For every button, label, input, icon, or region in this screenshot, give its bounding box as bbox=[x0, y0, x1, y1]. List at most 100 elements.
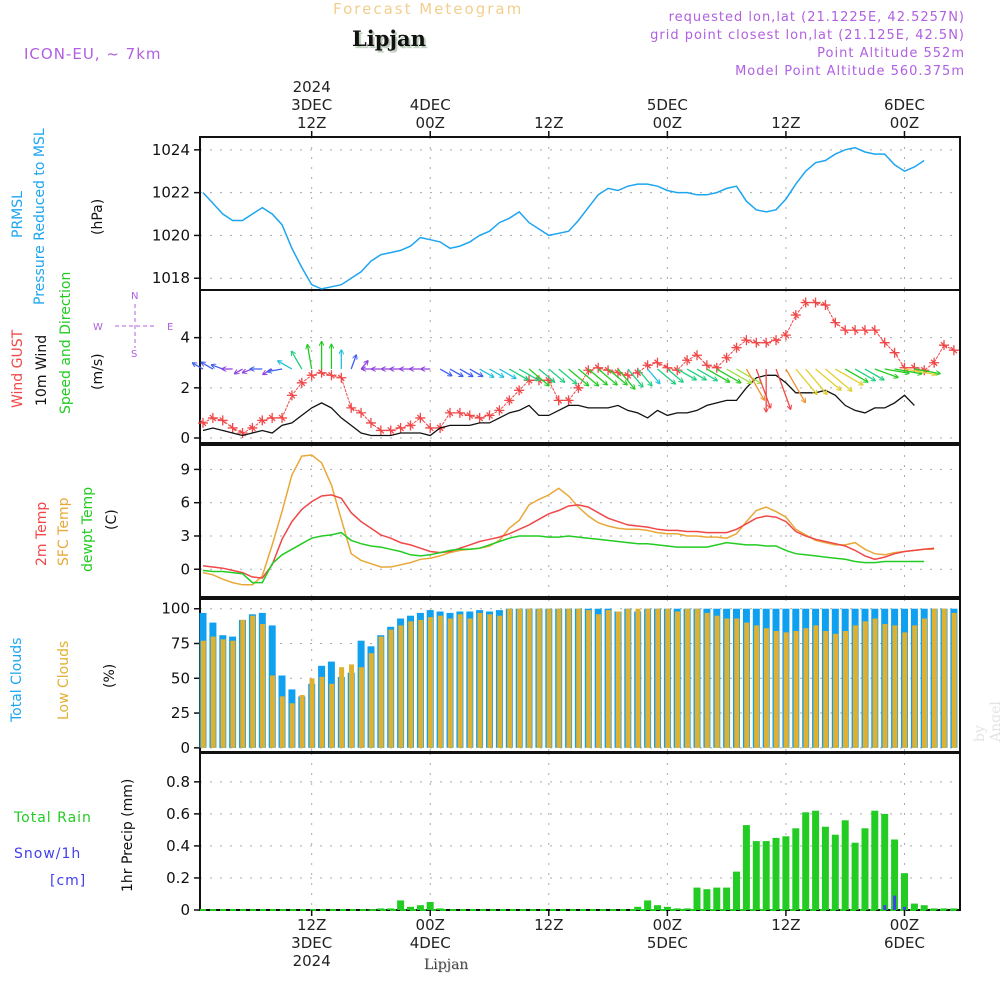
gust-marker bbox=[929, 357, 940, 368]
low-cloud-bar bbox=[368, 653, 374, 748]
wind-arrow bbox=[825, 368, 851, 391]
panel-wind: 0 2 4 bbox=[180, 289, 961, 447]
model-label: ICON-EU, ~ 7km bbox=[24, 45, 162, 63]
low-cloud-bar bbox=[605, 610, 611, 748]
x-tick-label-bottom: 12Z bbox=[771, 916, 800, 934]
x-tick-label-top: 12Z bbox=[297, 114, 326, 132]
rain-bar bbox=[831, 834, 839, 910]
rain-bar bbox=[802, 812, 810, 910]
gust-marker bbox=[830, 317, 841, 328]
wind-arrow bbox=[706, 368, 730, 382]
rain-bar bbox=[683, 908, 691, 910]
y-tick-label: 0.6 bbox=[166, 805, 190, 823]
low-cloud-bar bbox=[437, 615, 443, 748]
gust-marker bbox=[277, 412, 288, 423]
rain-bar bbox=[891, 839, 899, 910]
low-cloud-bar bbox=[764, 628, 769, 748]
low-cloud-bar bbox=[309, 678, 315, 748]
grid-point-coords: grid point closest lon,lat (21.125E, 42.… bbox=[650, 28, 965, 43]
gust-marker bbox=[800, 297, 811, 308]
low-cloud-bar bbox=[922, 618, 927, 748]
wind-arrow bbox=[716, 368, 741, 383]
low-cloud-bar bbox=[546, 608, 552, 748]
wind-arrow bbox=[192, 363, 204, 370]
rain-bar bbox=[673, 908, 681, 910]
rain-bar bbox=[851, 842, 859, 910]
rain-bar bbox=[654, 905, 661, 910]
x-tick-label-bottom: 12Z bbox=[297, 916, 326, 934]
wind-arrow bbox=[479, 368, 494, 377]
rain-bar bbox=[792, 828, 800, 910]
low-cloud-bar bbox=[596, 614, 601, 748]
x-tick-label-top: 12Z bbox=[771, 114, 800, 132]
wind-arrow bbox=[578, 368, 598, 386]
low-cloud-bar bbox=[477, 612, 483, 748]
rain-bar bbox=[742, 825, 750, 910]
gust-line bbox=[202, 302, 955, 434]
gust-marker bbox=[504, 395, 515, 406]
low-cloud-bar bbox=[566, 608, 572, 748]
low-cloud-bar bbox=[704, 612, 710, 748]
y-tick-label: 1020 bbox=[152, 226, 190, 244]
rain-bar bbox=[663, 906, 671, 910]
low-cloud-bar bbox=[645, 608, 651, 748]
wind-arrow bbox=[597, 368, 617, 385]
gust-marker bbox=[375, 425, 386, 436]
gust-marker bbox=[820, 300, 831, 311]
wind-arrow bbox=[508, 368, 528, 380]
low-cloud-bar bbox=[931, 608, 937, 748]
x-tick-label-bottom: 00Z bbox=[416, 916, 445, 934]
y-tick-label: 75 bbox=[171, 635, 190, 653]
wind-arrow bbox=[617, 368, 635, 389]
gust-marker bbox=[583, 365, 594, 376]
gust-marker bbox=[593, 362, 604, 373]
x-tick-label-bottom: 5DEC bbox=[647, 934, 688, 952]
low-cloud-bar bbox=[240, 619, 246, 748]
low-cloud-bar bbox=[260, 624, 266, 748]
wind-arrow bbox=[278, 361, 293, 370]
gust-marker bbox=[573, 382, 584, 393]
compass-e: E bbox=[167, 322, 173, 333]
y-tick-label: 4 bbox=[180, 329, 190, 347]
rain-bar bbox=[871, 810, 879, 910]
gust-marker bbox=[889, 347, 900, 358]
low-cloud-bar bbox=[556, 608, 562, 748]
rain-bar bbox=[436, 908, 444, 910]
low-cloud-bar bbox=[349, 664, 354, 748]
gust-marker bbox=[642, 360, 653, 371]
wind-arrow bbox=[538, 368, 555, 382]
wind-arrow bbox=[775, 368, 791, 409]
x-tick-label-top: 2024 bbox=[293, 78, 331, 96]
gust-marker bbox=[336, 372, 347, 383]
panel-temp: 0 3 6 9 bbox=[180, 444, 961, 598]
gust-marker bbox=[771, 335, 782, 346]
low-cloud-bar bbox=[803, 628, 809, 748]
low-cloud-bar bbox=[576, 608, 582, 748]
gust-marker bbox=[326, 370, 337, 381]
wind-arrow bbox=[234, 368, 243, 374]
low-cloud-bar bbox=[526, 608, 532, 748]
low-cloud-bar bbox=[378, 636, 384, 748]
low-cloud-bar bbox=[684, 608, 690, 748]
wind-arrow bbox=[489, 368, 504, 377]
x-tick-label-top: 00Z bbox=[416, 114, 445, 132]
gust-marker bbox=[622, 370, 633, 381]
wind-arrow bbox=[864, 368, 884, 380]
gust-marker bbox=[346, 402, 357, 413]
gust-marker bbox=[780, 330, 791, 341]
compass-w: W bbox=[93, 322, 103, 333]
location-title: Lipjan bbox=[352, 26, 426, 51]
panel-pressure: 1018 1020 1022 1024 bbox=[152, 136, 961, 291]
wind-arrow bbox=[686, 368, 706, 380]
low-cloud-bar bbox=[852, 625, 858, 748]
low-cloud-bar bbox=[358, 667, 364, 748]
low-cloud-bar bbox=[487, 614, 493, 748]
bottom-location: Lipjan bbox=[424, 957, 469, 973]
low-cloud-bar bbox=[783, 632, 789, 748]
requested-coords: requested lon,lat (21.1225E, 42.5257N) bbox=[668, 10, 965, 25]
gust-marker bbox=[198, 417, 208, 428]
low-cloud-bar bbox=[329, 683, 335, 748]
rain-bar bbox=[723, 887, 731, 910]
wind-arrow bbox=[894, 368, 922, 374]
